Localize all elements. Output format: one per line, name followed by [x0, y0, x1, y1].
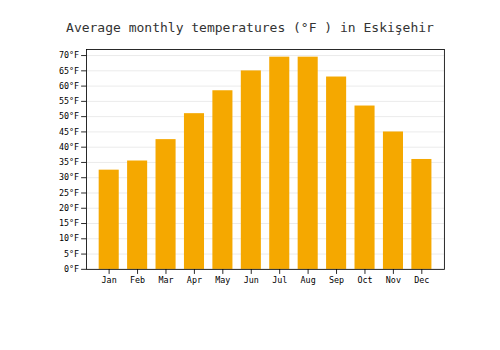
svg-text:20°F: 20°F: [59, 203, 79, 213]
svg-text:50°F: 50°F: [59, 111, 79, 121]
svg-text:0°F: 0°F: [64, 264, 79, 274]
svg-text:35°F: 35°F: [59, 157, 79, 167]
svg-text:25°F: 25°F: [59, 188, 79, 198]
svg-text:Jul: Jul: [272, 275, 287, 285]
svg-text:70°F: 70°F: [59, 50, 79, 60]
svg-text:55°F: 55°F: [59, 96, 79, 106]
svg-text:65°F: 65°F: [59, 66, 79, 76]
svg-text:Dec: Dec: [414, 275, 429, 285]
svg-text:15°F: 15°F: [59, 218, 79, 228]
svg-text:40°F: 40°F: [59, 142, 79, 152]
svg-text:Oct: Oct: [357, 275, 372, 285]
svg-text:30°F: 30°F: [59, 172, 79, 182]
svg-text:Sep: Sep: [329, 275, 344, 285]
svg-text:Mar: Mar: [158, 275, 173, 285]
svg-text:Jan: Jan: [102, 275, 117, 285]
svg-text:5°F: 5°F: [64, 249, 79, 259]
svg-text:45°F: 45°F: [59, 127, 79, 137]
svg-text:May: May: [215, 275, 230, 285]
html-text:Average monthly temperatures (: Average monthly temperatures (°F ) in Es…: [66, 20, 434, 35]
svg-text:60°F: 60°F: [59, 81, 79, 91]
svg-text:Jun: Jun: [244, 275, 259, 285]
svg-text:Aug: Aug: [301, 275, 316, 285]
svg-text:Feb: Feb: [130, 275, 145, 285]
svg-text:Apr: Apr: [187, 275, 202, 285]
svg-text:Nov: Nov: [386, 275, 401, 285]
svg-text:10°F: 10°F: [59, 233, 79, 243]
